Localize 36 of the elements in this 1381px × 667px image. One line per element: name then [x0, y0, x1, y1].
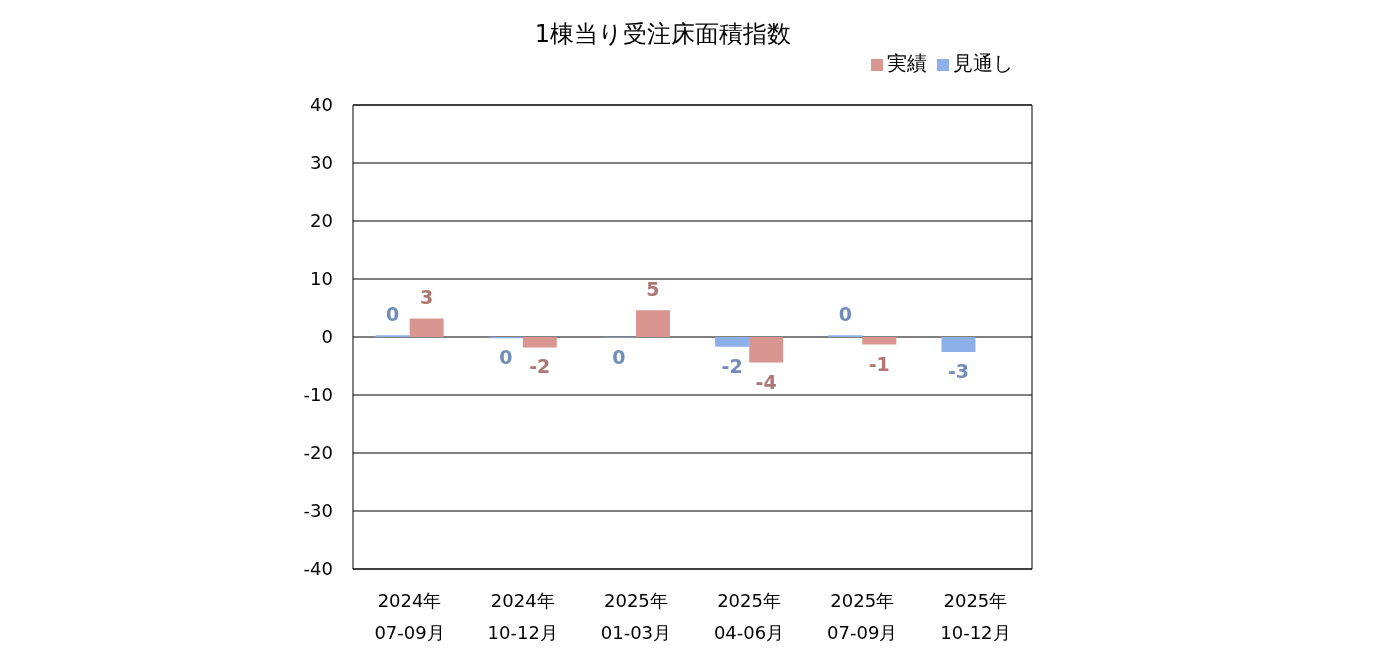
chart-title: 1棟当り受注床面積指数: [533, 19, 793, 50]
legend-label: 実績: [887, 51, 927, 75]
bar: [409, 318, 444, 337]
bar: [522, 337, 557, 348]
x-tick-label: 2024年 07-09月: [374, 590, 445, 643]
data-label: 0: [612, 345, 626, 368]
data-label: 0: [499, 346, 513, 369]
bar: [635, 310, 670, 337]
bar: [715, 337, 750, 347]
x-tick-label: 2025年 07-09月: [827, 590, 898, 643]
data-label: 5: [646, 278, 660, 301]
y-tick-label: 0: [321, 326, 333, 348]
data-label: 3: [420, 286, 434, 309]
y-tick-label: -40: [303, 558, 333, 580]
y-tick-label: 20: [310, 210, 333, 232]
data-label: -1: [868, 352, 890, 375]
data-label: -3: [947, 360, 970, 383]
y-tick-label: -10: [303, 384, 333, 406]
x-tick-label: 2025年 10-12月: [940, 590, 1011, 643]
y-tick-label: 10: [310, 268, 333, 290]
x-tick-label: 2025年 04-06月: [713, 590, 785, 643]
data-label: -2: [529, 355, 551, 378]
bar: [749, 337, 784, 363]
x-tick-label: 2025年 01-03月: [600, 590, 672, 643]
data-label: 0: [838, 303, 852, 326]
y-tick-label: -30: [303, 500, 333, 522]
legend-label: 見通し: [953, 51, 1013, 75]
y-tick-label: 30: [310, 152, 333, 174]
data-label: -4: [755, 370, 777, 393]
data-label: -2: [721, 354, 743, 377]
y-tick-label: -20: [303, 442, 333, 464]
data-label: 0: [386, 303, 400, 326]
x-tick-label: 2024年 10-12月: [487, 590, 558, 643]
y-tick-label: 40: [310, 94, 333, 116]
bar: [941, 337, 976, 353]
bar: [862, 337, 897, 345]
